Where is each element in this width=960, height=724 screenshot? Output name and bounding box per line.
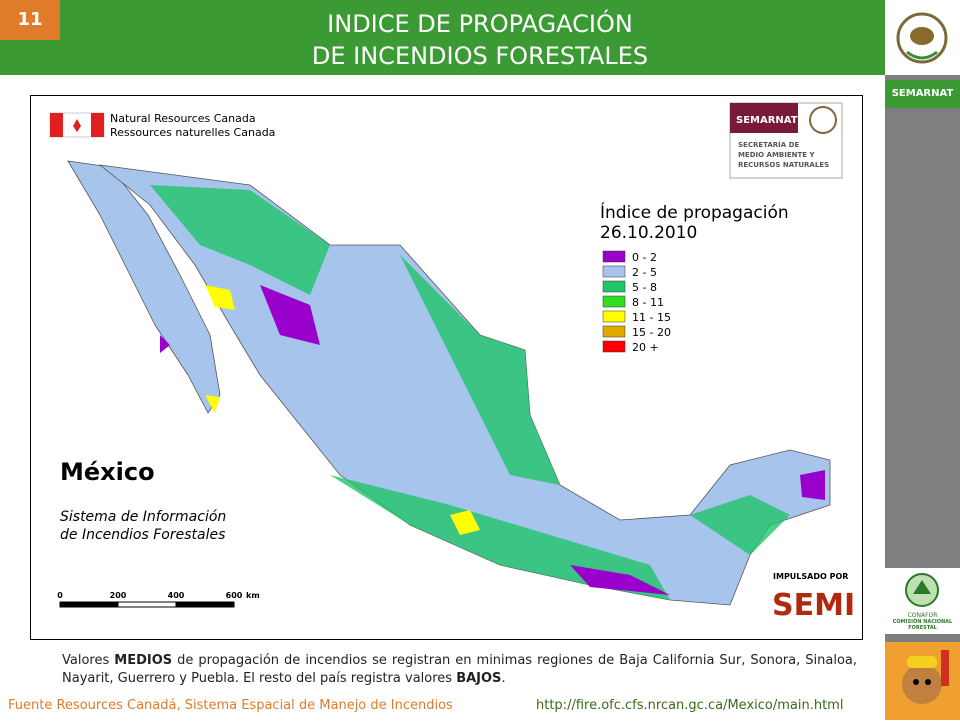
mascot <box>902 650 949 704</box>
scale-label: 600 <box>226 591 243 600</box>
semarnat-emblem <box>809 106 837 134</box>
region <box>260 285 320 345</box>
semarnat-line: SECRETARÍA DE <box>738 140 799 149</box>
title-line: DE INCENDIOS FORESTALES <box>311 42 649 70</box>
semarnat-label: SEMARNAT <box>885 80 960 108</box>
source-url[interactable]: http://fire.ofc.cfs.nrcan.gc.ca/Mexico/m… <box>536 698 844 713</box>
scale-label: 400 <box>168 591 185 600</box>
semi: SEMI <box>772 588 855 623</box>
legend-title: Índice de propagación <box>600 201 789 223</box>
conafor-full: COMISIÓN NACIONAL FORESTAL <box>892 619 953 631</box>
region <box>205 285 235 310</box>
region <box>690 495 790 555</box>
region <box>570 565 670 595</box>
semarnat-line: RECURSOS NATURALES <box>738 161 829 169</box>
emblem <box>896 12 948 64</box>
conafor-box: CONAFOR COMISIÓN NACIONAL FORESTAL <box>885 568 960 634</box>
map: Natural Resources Canada Ressources natu… <box>30 95 863 640</box>
caption-segment: BAJOS <box>456 671 502 686</box>
legend-swatch <box>602 295 626 308</box>
legend-label: 15 - 20 <box>632 326 671 339</box>
flag-leaf <box>73 119 81 132</box>
region <box>450 510 480 535</box>
slide-number: 11 <box>0 0 60 40</box>
legend-swatch <box>602 325 626 338</box>
legend-label: 20 + <box>632 341 659 354</box>
legend-swatch <box>602 340 626 353</box>
legend-label: 5 - 8 <box>632 281 657 294</box>
legend-label: 0 - 2 <box>632 251 657 264</box>
legend-swatch <box>602 265 626 278</box>
semarnat-lines: SECRETARÍA DE MEDIO AMBIENTE Y RECURSOS NA… <box>738 140 829 169</box>
nrcan-en: Natural Resources Canada <box>110 112 256 125</box>
scale-segment <box>59 601 119 608</box>
caption-segment: Valores <box>62 653 115 668</box>
legend-date: 26.10.2010 <box>600 223 697 243</box>
semi-logo <box>768 565 856 623</box>
nrcan-fr: Ressources naturelles Canada <box>110 126 275 139</box>
legend-label: 8 - 11 <box>632 296 664 309</box>
region <box>205 395 220 413</box>
scale-bar: 0 200 400 600 km <box>57 591 260 608</box>
scale-segment <box>117 601 177 608</box>
legend-swatch <box>602 280 626 293</box>
semarnat-logo-text: SEMARNAT <box>736 115 798 126</box>
conafor-logo <box>905 573 939 607</box>
title-line: INDICE DE PROPAGACIÓN <box>327 10 633 38</box>
legend-swatch <box>602 250 626 263</box>
conafor-short: CONAFOR <box>907 612 938 619</box>
emblem-box <box>885 0 960 75</box>
region <box>150 185 330 295</box>
semarnat-line: MEDIO AMBIENTE Y <box>738 151 816 159</box>
sidebar: SEMARNAT CONAFOR COMISIÓN NACIONAL FORES… <box>885 0 960 720</box>
legend-swatch <box>602 310 626 323</box>
caption-segment: de propagación de incendios se registran… <box>62 653 857 686</box>
impulsado: IMPULSADO POR <box>773 572 848 581</box>
caption: Valores MEDIOS de propagación de incendi… <box>62 652 857 688</box>
legend-label: 2 - 5 <box>632 266 657 279</box>
country-name: México <box>60 458 155 486</box>
flag-band <box>50 113 63 137</box>
region <box>400 255 560 485</box>
system-lines: Sistema de Información de Incendios Fores… <box>60 509 226 543</box>
region <box>800 470 825 500</box>
system-line: de Incendios Forestales <box>60 527 225 543</box>
region <box>160 335 170 353</box>
scale-label: 0 <box>57 591 63 600</box>
title: INDICE DE PROPAGACIÓN DE INCENDIOS FORES… <box>180 8 780 72</box>
system-line: Sistema de Información <box>60 509 226 525</box>
caption-segment: . <box>501 671 506 686</box>
scale-label: 200 <box>110 591 127 600</box>
source: Fuente Resources Canadá, Sistema Espacia… <box>8 698 453 713</box>
scale-unit: km <box>246 591 260 600</box>
mascot-box <box>885 642 960 720</box>
legend-label: 11 - 15 <box>632 311 671 324</box>
flag-band <box>91 113 104 137</box>
semarnat-band <box>730 103 798 133</box>
scale-segment <box>175 601 235 608</box>
header-bar <box>0 0 885 75</box>
caption-segment: MEDIOS <box>114 653 173 668</box>
legend: 0 - 2 2 - 5 5 - 8 8 - 11 11 - 15 15 - 20 20 + <box>602 250 671 354</box>
